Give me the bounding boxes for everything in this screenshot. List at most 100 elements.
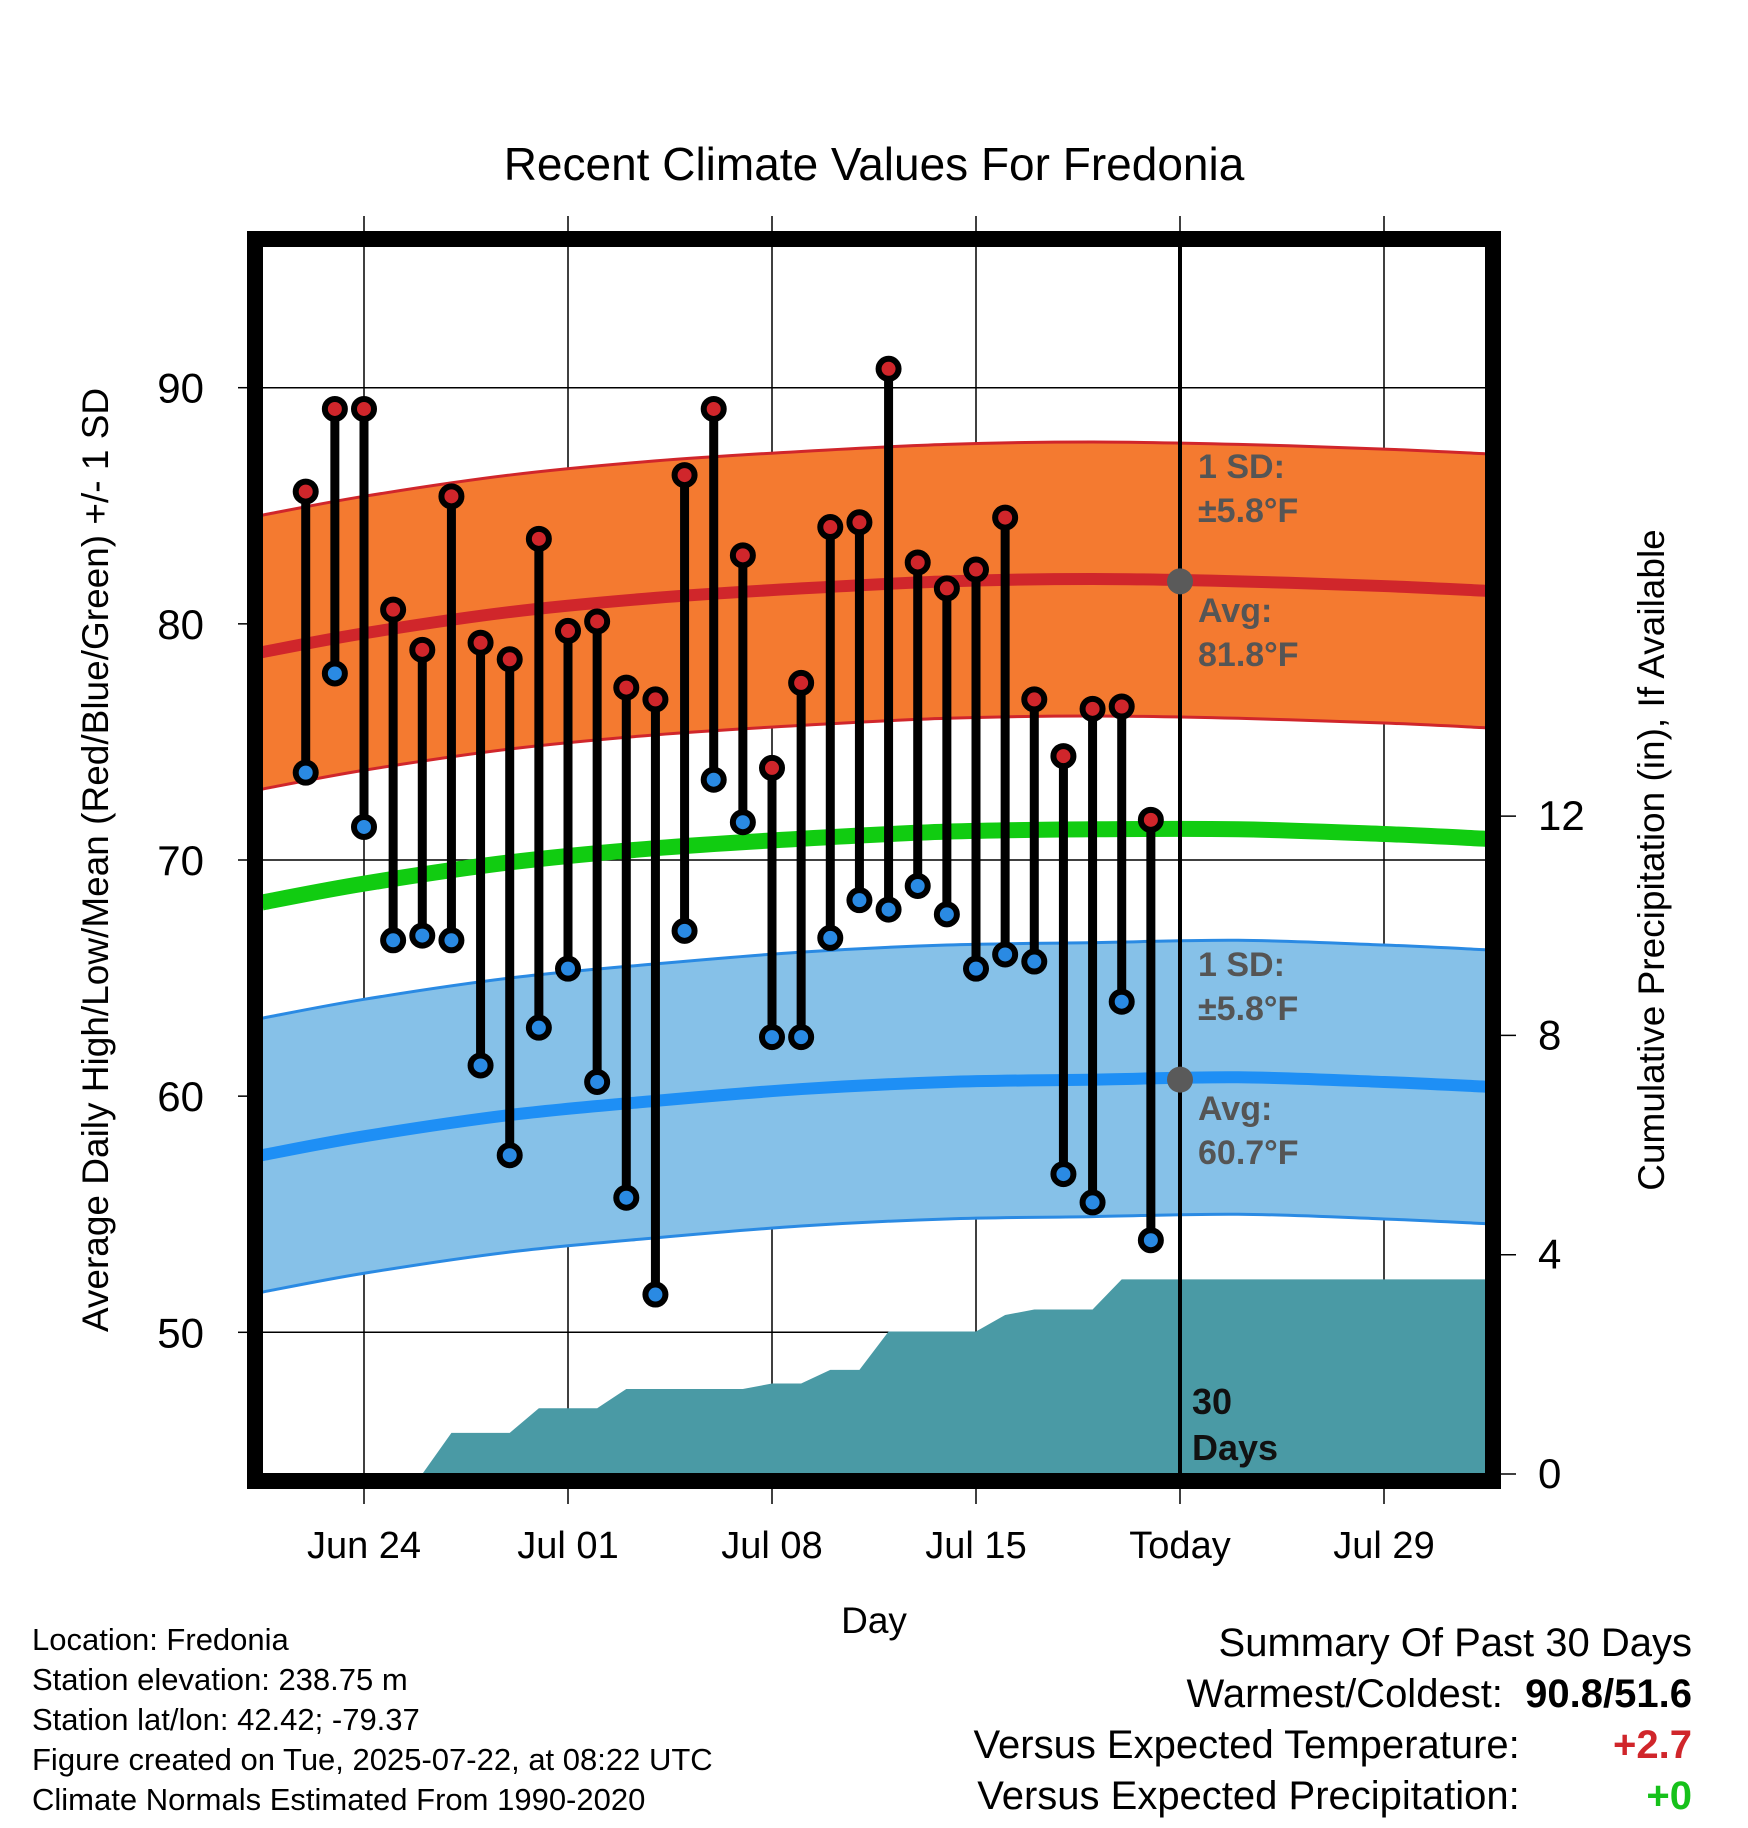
avg-low-line	[260, 1071, 1487, 1162]
high-point	[525, 525, 552, 552]
high-point	[321, 395, 348, 422]
station-info: Location: Fredonia Station elevation: 23…	[32, 1620, 713, 1820]
low-avg-label: Avg:	[1198, 1090, 1272, 1128]
chart-title: Recent Climate Values For Fredonia	[504, 138, 1245, 190]
high-point	[729, 542, 756, 569]
high-point	[351, 395, 377, 422]
high-avg-value: 81.8°F	[1198, 636, 1299, 674]
low-point	[671, 917, 698, 944]
x-tick-label: Jul 01	[517, 1525, 618, 1567]
normals-text: Climate Normals Estimated From 1990-2020	[32, 1782, 646, 1817]
low-point	[904, 872, 931, 899]
high-point	[1050, 743, 1077, 770]
high-point	[992, 504, 1019, 531]
avg-mean-line	[260, 820, 1487, 911]
y2-tick-label: 12	[1538, 792, 1585, 839]
low-point	[729, 809, 756, 836]
low-point	[817, 924, 844, 951]
precip-days-number: 30	[1192, 1381, 1232, 1422]
low-point	[438, 927, 465, 954]
high-point	[700, 395, 727, 422]
avg-high-marker	[1167, 568, 1193, 595]
low-point	[992, 941, 1019, 968]
high-point	[292, 478, 319, 505]
coldest-value: 51.6	[1614, 1672, 1692, 1716]
high-point	[788, 669, 815, 696]
low-point	[1021, 948, 1048, 975]
high-point	[933, 575, 960, 602]
low-point	[584, 1068, 611, 1095]
extremes-label: Warmest/Coldest:	[1186, 1672, 1503, 1716]
summary-temp: Versus Expected Temperature: +2.7	[974, 1720, 1692, 1771]
summary-precip: Versus Expected Precipitation: +0	[974, 1771, 1692, 1822]
high-avg-label: Avg:	[1198, 592, 1272, 630]
location-text: Location: Fredonia	[32, 1622, 289, 1657]
high-point	[759, 754, 785, 781]
low-point	[1137, 1227, 1164, 1254]
high-point	[642, 686, 669, 713]
high-point	[1079, 695, 1106, 722]
warmest-value: 90.8	[1525, 1672, 1604, 1716]
high-point	[467, 629, 494, 656]
high-point	[555, 617, 581, 644]
low-sd-upper-edge	[261, 938, 1487, 1020]
high-point	[438, 483, 465, 510]
temp-label: Versus Expected Temperature:	[973, 1723, 1520, 1767]
high-sd-value: ±5.8°F	[1198, 492, 1298, 530]
summary-panel: Summary Of Past 30 Days Warmest/Coldest:…	[974, 1618, 1692, 1822]
y2-tick-label: 0	[1538, 1450, 1561, 1497]
precip-label: Versus Expected Precipitation:	[977, 1774, 1520, 1818]
low-point	[351, 813, 377, 840]
low-point	[1079, 1189, 1106, 1216]
low-point	[1050, 1161, 1077, 1188]
low-point	[467, 1052, 494, 1079]
low-point	[380, 927, 407, 954]
low-point	[788, 1024, 815, 1051]
low-sd-label: 1 SD:	[1198, 946, 1285, 984]
high-point	[846, 509, 873, 536]
y-axis-label: Average Daily High/Low/Mean (Red/Blue/Gr…	[75, 388, 116, 1332]
x-axis-label: Day	[841, 1600, 907, 1641]
y2-axis-label: Cumulative Precipitation (in), If Availa…	[1631, 529, 1672, 1191]
avg-low-marker	[1167, 1066, 1193, 1093]
y-tick-label: 50	[157, 1309, 204, 1356]
low-sd-lower-edge	[261, 1212, 1487, 1294]
temp-value: +2.7	[1613, 1723, 1692, 1767]
high-point	[584, 608, 611, 635]
plot-area: 1 SD: ±5.8°F Avg: 81.8°F 1 SD: ±5.8°F Avg: 60.7…	[157, 216, 1585, 1567]
low-point	[875, 896, 902, 923]
low-point	[642, 1281, 669, 1308]
precip-value: +0	[1646, 1774, 1692, 1818]
low-point	[292, 759, 319, 786]
low-point	[321, 660, 348, 687]
elevation-text: Station elevation: 238.75 m	[32, 1662, 408, 1697]
summary-title: Summary Of Past 30 Days	[1218, 1621, 1692, 1665]
low-point	[409, 922, 436, 949]
low-point	[963, 955, 989, 982]
low-avg-value: 60.7°F	[1198, 1134, 1299, 1172]
high-point	[1137, 806, 1164, 833]
high-point	[963, 556, 989, 583]
high-point	[380, 596, 407, 623]
high-point	[1108, 693, 1135, 720]
high-point	[613, 674, 640, 701]
low-sd-value: ±5.8°F	[1198, 990, 1298, 1028]
high-point	[904, 549, 931, 576]
x-tick-label: Jul 29	[1333, 1525, 1434, 1567]
low-point	[613, 1184, 640, 1211]
y-tick-label: 60	[157, 1073, 204, 1120]
high-point	[875, 355, 902, 382]
extremes-value: 90.8/51.6	[1525, 1672, 1692, 1716]
y-tick-label: 70	[157, 837, 204, 884]
high-point	[1021, 686, 1048, 713]
low-point	[496, 1142, 523, 1169]
low-sd-band	[262, 940, 1486, 1293]
high-sd-label: 1 SD:	[1198, 448, 1285, 486]
precip-days-label: Days	[1192, 1427, 1278, 1468]
x-tick-label: Jun 24	[307, 1525, 421, 1567]
y-tick-label: 80	[157, 601, 204, 648]
x-tick-label: Jul 15	[925, 1525, 1026, 1567]
summary-extremes: Warmest/Coldest: 90.8/51.6	[974, 1669, 1692, 1720]
low-point	[933, 901, 960, 928]
